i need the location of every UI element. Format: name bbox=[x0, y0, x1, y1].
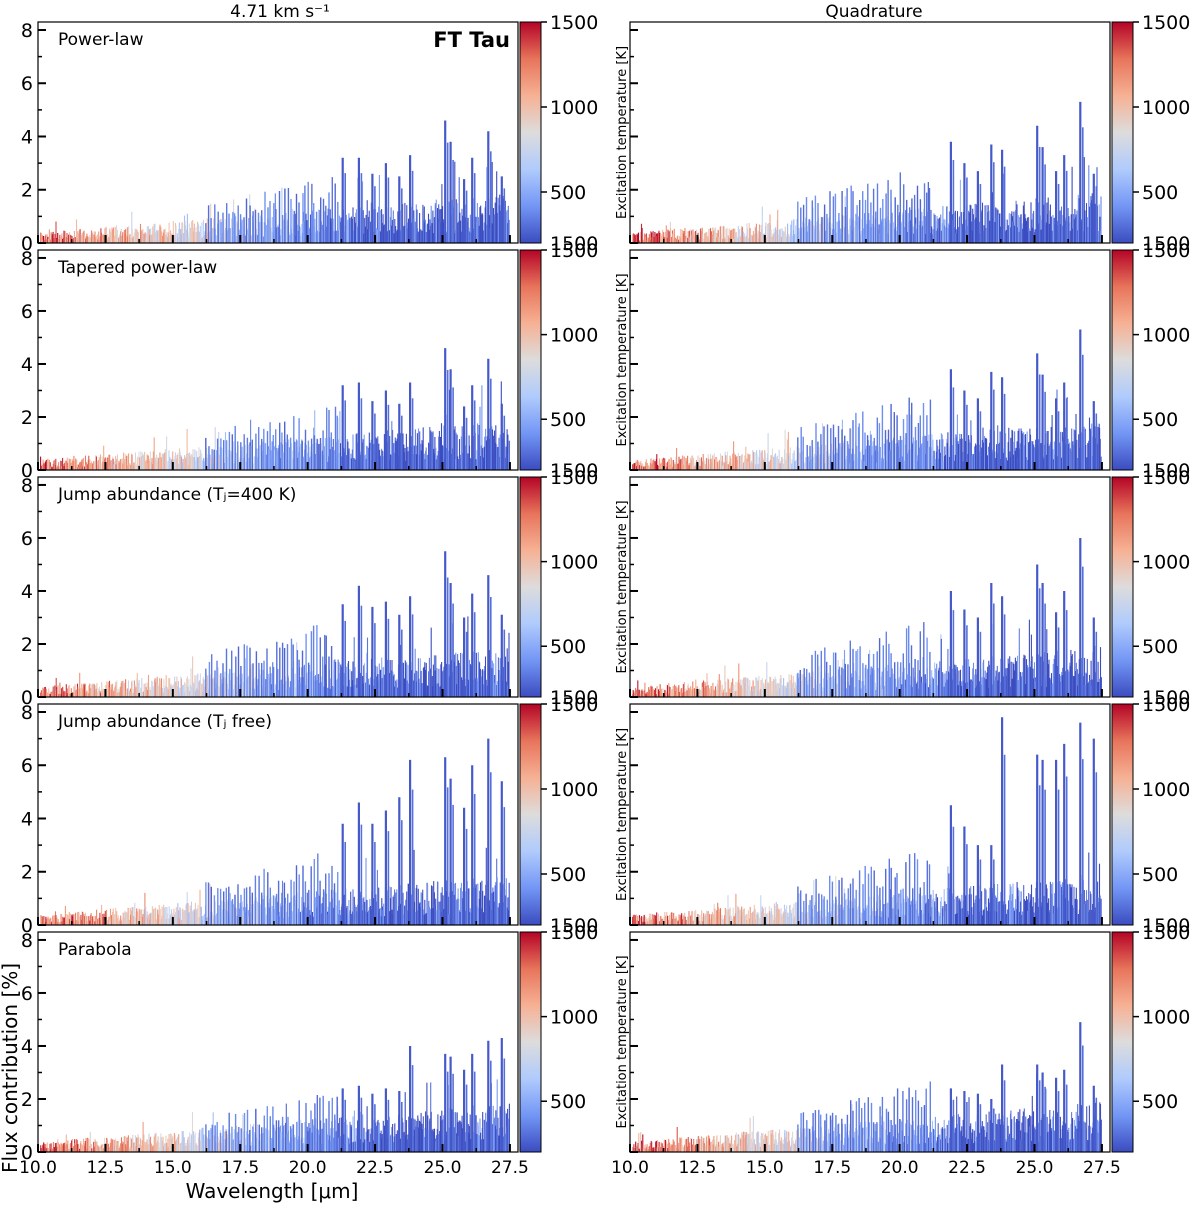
axes-frame bbox=[37, 249, 519, 471]
panel-1-0: 0 2 4 6 8 Tapered power-law 1500 1000 500 1500 Exc… bbox=[21, 240, 630, 482]
y-tick-label: 6 bbox=[21, 301, 33, 323]
spectral-lines bbox=[40, 348, 510, 470]
panel-0-0: 0 2 4 6 8 Power-law 1500 1000 500 1500 Excitation … bbox=[21, 12, 630, 255]
colorbar-tick-label: 500 bbox=[1142, 182, 1178, 204]
colorbar bbox=[519, 21, 542, 244]
colorbar-label: Excitation temperature [K] bbox=[615, 273, 630, 446]
colorbar-tick-label: 500 bbox=[1142, 636, 1178, 658]
colorbar-tick-label: 500 bbox=[550, 409, 586, 431]
y-tick-label: 2 bbox=[21, 180, 33, 202]
column-title-left: 4.71 km s⁻¹ bbox=[230, 2, 330, 22]
colorbar-tick-label: 1500 bbox=[550, 233, 598, 255]
colorbar bbox=[1111, 249, 1134, 471]
colorbar-tick-label: 1000 bbox=[550, 97, 598, 119]
y-tick-label: 2 bbox=[21, 634, 33, 656]
panel-label: Tapered power-law bbox=[57, 258, 217, 278]
star-label: FT Tau bbox=[433, 28, 510, 52]
colorbar-label: Excitation temperature [K] bbox=[615, 46, 630, 219]
panel-label: Power-law bbox=[58, 30, 144, 50]
colorbar-tick-label: 1000 bbox=[1142, 552, 1190, 574]
spectral-lines bbox=[40, 738, 510, 925]
colorbar-tick-label: 1500 bbox=[1142, 240, 1190, 262]
panel-2-0: 0 2 4 6 8 Jump abundance (Tⱼ=400 K) 1500 1000 50… bbox=[21, 467, 630, 709]
panels-group: 0 2 4 6 8 Power-law 1500 1000 500 1500 Excitation … bbox=[19, 12, 1190, 1178]
axes-frame bbox=[629, 249, 1111, 471]
y-tick-label: 6 bbox=[21, 73, 33, 95]
spectral-lines bbox=[632, 538, 1102, 697]
y-tick-label: 8 bbox=[21, 475, 33, 497]
x-axis-label: Wavelength [μm] bbox=[186, 1179, 359, 1203]
colorbar-label: Excitation temperature [K] bbox=[615, 500, 630, 673]
y-tick-label: 4 bbox=[21, 126, 33, 148]
y-tick-label: 6 bbox=[21, 528, 33, 550]
colorbar bbox=[519, 476, 542, 698]
y-tick-label: 4 bbox=[21, 581, 33, 603]
spectral-lines bbox=[632, 329, 1102, 470]
colorbar-tick-label: 1500 bbox=[550, 12, 598, 34]
colorbar-tick-label: 1500 bbox=[550, 687, 598, 709]
colorbar-tick-label: 500 bbox=[550, 636, 586, 658]
spectral-lines bbox=[40, 120, 510, 243]
y-tick-label: 4 bbox=[21, 354, 33, 376]
column-title-right: Quadrature bbox=[825, 2, 922, 22]
colorbar-tick-label: 1500 bbox=[550, 460, 598, 482]
colorbar-tick-label: 1500 bbox=[1142, 233, 1190, 255]
colorbar-tick-label: 1500 bbox=[1142, 687, 1190, 709]
axes-frame bbox=[37, 476, 519, 698]
colorbar-tick-label: 1500 bbox=[550, 240, 598, 262]
colorbar-tick-label: 1000 bbox=[550, 325, 598, 347]
colorbar-tick-label: 1500 bbox=[1142, 12, 1190, 34]
spectral-lines bbox=[632, 101, 1102, 243]
y-tick-label: 2 bbox=[21, 407, 33, 429]
colorbar-tick-label: 1000 bbox=[1142, 97, 1190, 119]
y-tick-label: 0 bbox=[21, 233, 33, 255]
y-tick-label: 8 bbox=[21, 248, 33, 270]
y-tick-label: 8 bbox=[21, 20, 33, 42]
colorbar-tick-label: 1500 bbox=[1142, 460, 1190, 482]
colorbar bbox=[1111, 21, 1134, 244]
colorbar-tick-label: 500 bbox=[1142, 409, 1178, 431]
axes-frame bbox=[629, 21, 1111, 244]
axes-frame bbox=[629, 476, 1111, 698]
colorbar bbox=[519, 249, 542, 471]
colorbar-tick-label: 1000 bbox=[550, 552, 598, 574]
panel-label: Jump abundance (Tⱼ=400 K) bbox=[57, 485, 296, 505]
y-tick-label: 0 bbox=[21, 460, 33, 482]
colorbar-tick-label: 500 bbox=[550, 182, 586, 204]
y-axis-label: Flux contribution [%] bbox=[0, 963, 22, 1173]
colorbar-tick-label: 1000 bbox=[1142, 325, 1190, 347]
colorbar bbox=[1111, 476, 1134, 698]
spectral-lines bbox=[40, 551, 510, 697]
y-tick-label: 0 bbox=[21, 687, 33, 709]
axes-frame bbox=[37, 21, 519, 244]
colorbar-tick-label: 1500 bbox=[550, 467, 598, 489]
colorbar-tick-label: 1500 bbox=[1142, 467, 1190, 489]
